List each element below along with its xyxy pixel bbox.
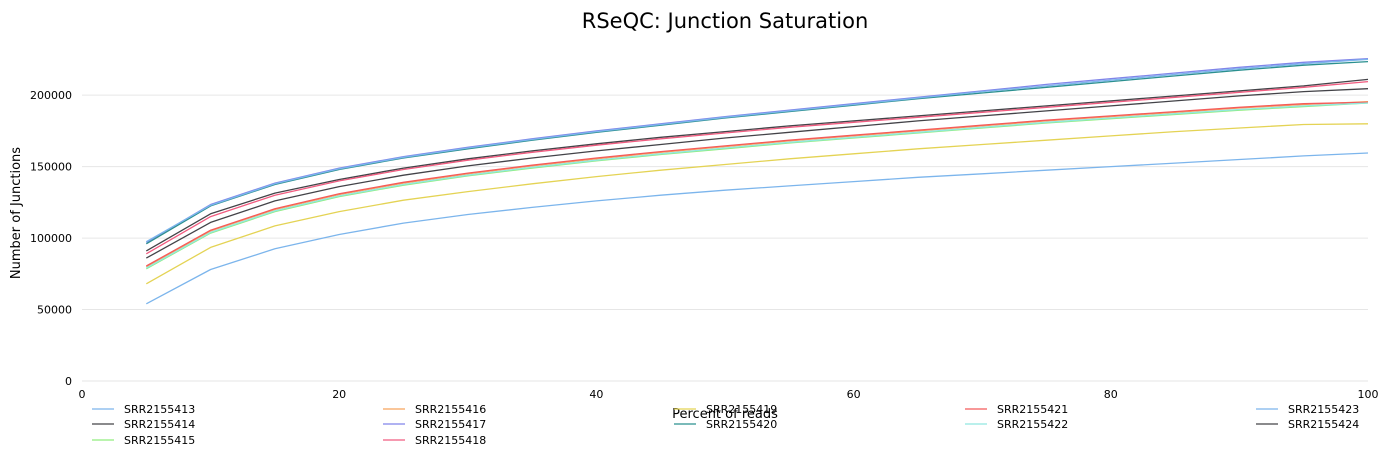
series-line-SRR2155416: [145, 100, 1369, 268]
legend-label: SRR2155413: [124, 403, 195, 416]
legend-item-SRR2155423[interactable]: SRR2155423: [1256, 403, 1359, 416]
x-tick-label: 80: [1104, 388, 1118, 401]
legend-item-SRR2155417[interactable]: SRR2155417: [383, 418, 486, 431]
series-line-SRR2155414: [145, 78, 1369, 252]
y-tick-label: 0: [65, 375, 72, 388]
series-line-SRR2155424: [145, 88, 1369, 259]
legend-label: SRR2155422: [997, 418, 1068, 431]
legend-item-SRR2155422[interactable]: SRR2155422: [965, 418, 1068, 431]
series-line-SRR2155415: [145, 102, 1369, 270]
series-line-SRR2155418: [145, 80, 1369, 255]
legend-item-SRR2155414[interactable]: SRR2155414: [92, 418, 195, 431]
legend-label: SRR2155418: [415, 434, 486, 447]
series-lines: [145, 58, 1369, 305]
legend-label: SRR2155423: [1288, 403, 1359, 416]
x-tick-label: 40: [589, 388, 603, 401]
y-tick-label: 150000: [30, 161, 72, 174]
legend-item-SRR2155413[interactable]: SRR2155413: [92, 403, 195, 416]
legend-item-SRR2155419[interactable]: SRR2155419: [674, 403, 777, 416]
y-tick-label: 100000: [30, 232, 72, 245]
y-axis-title: Number of Junctions: [9, 147, 24, 279]
legend-item-SRR2155416[interactable]: SRR2155416: [383, 403, 486, 416]
legend: SRR2155413 SRR2155414 SRR2155415 SRR2155416…: [92, 403, 1359, 447]
x-axis-title: Percent of reads: [672, 407, 778, 422]
axis-ticks: 0 50000 100000 150000 200000 0 20 40 60 80 100: [30, 89, 1379, 401]
x-tick-label: 20: [332, 388, 346, 401]
series-line-SRR2155420: [145, 60, 1369, 245]
legend-label: SRR2155420: [706, 418, 777, 431]
series-line-SRR2155421: [145, 101, 1369, 267]
chart-title: RSeQC: Junction Saturation: [582, 9, 869, 33]
legend-label: SRR2155424: [1288, 418, 1359, 431]
legend-label: SRR2155414: [124, 418, 195, 431]
x-tick-label: 0: [79, 388, 86, 401]
series-line-SRR2155419: [145, 123, 1369, 285]
legend-item-SRR2155424[interactable]: SRR2155424: [1256, 418, 1359, 431]
legend-item-SRR2155420[interactable]: SRR2155420: [674, 418, 777, 431]
legend-label: SRR2155417: [415, 418, 486, 431]
x-tick-label: 60: [847, 388, 861, 401]
legend-label: SRR2155421: [997, 403, 1068, 416]
legend-label: SRR2155415: [124, 434, 195, 447]
gridlines: [82, 94, 1368, 382]
y-tick-label: 200000: [30, 89, 72, 102]
series-line-SRR2155413: [145, 152, 1369, 305]
series-line-SRR2155417: [145, 58, 1369, 243]
x-tick-label: 100: [1358, 388, 1379, 401]
legend-item-SRR2155421[interactable]: SRR2155421: [965, 403, 1068, 416]
series-line-SRR2155422: [145, 102, 1369, 269]
series-line-SRR2155423: [145, 58, 1369, 243]
legend-item-SRR2155415[interactable]: SRR2155415: [92, 434, 195, 447]
legend-label: SRR2155419: [706, 403, 777, 416]
legend-item-SRR2155418[interactable]: SRR2155418: [383, 434, 486, 447]
y-tick-label: 50000: [37, 304, 72, 317]
legend-label: SRR2155416: [415, 403, 486, 416]
